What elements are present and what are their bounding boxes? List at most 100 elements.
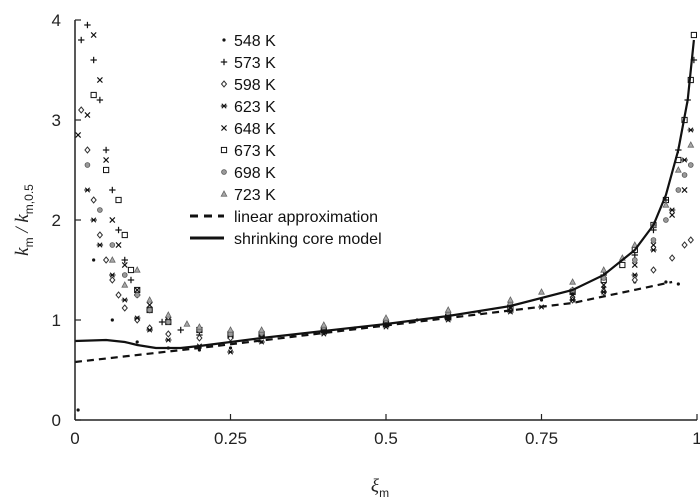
legend-marker — [221, 169, 227, 175]
data-point — [121, 272, 128, 278]
data-point — [121, 231, 128, 239]
data-point — [662, 201, 670, 208]
axes: 0 0.25 0.5 0.75 1 0 1 2 3 4 — [52, 11, 700, 448]
data-point — [674, 166, 682, 173]
data-point — [569, 278, 577, 285]
x-tick-label: 0.25 — [214, 429, 247, 448]
data-point — [183, 320, 191, 327]
legend-item: 548 K — [222, 33, 276, 50]
legend: 548 K 573 K 598 K 623 K 648 K 673 K 698 K 723 K… — [190, 33, 382, 248]
data-point — [115, 291, 122, 299]
data-point — [631, 257, 638, 263]
data-point — [78, 106, 85, 114]
data-point — [84, 146, 91, 154]
data-point — [134, 292, 140, 298]
data-point — [121, 297, 128, 303]
data-point — [90, 196, 97, 204]
data-point — [681, 157, 688, 163]
data-point — [135, 340, 139, 344]
data-point — [158, 318, 166, 326]
data-point — [382, 314, 390, 321]
x-tick-label: 1 — [692, 429, 700, 448]
data-point — [690, 31, 697, 39]
x-tick-label: 0.75 — [525, 429, 558, 448]
x-tick-label: 0.5 — [374, 429, 398, 448]
data-point — [109, 217, 116, 223]
data-point — [97, 207, 103, 213]
data-point — [108, 256, 116, 263]
data-point — [676, 282, 680, 286]
data-point — [115, 226, 122, 234]
data-point — [228, 346, 233, 350]
legend-label: 573 K — [234, 55, 276, 72]
data-point — [90, 91, 97, 99]
data-point — [320, 321, 328, 328]
data-point — [84, 21, 91, 29]
x-tick-label: 0 — [70, 429, 79, 448]
data-point — [78, 36, 85, 44]
data-point — [569, 297, 576, 303]
data-point — [669, 212, 676, 218]
data-point — [127, 266, 135, 274]
data-point — [121, 304, 128, 312]
data-point — [600, 289, 607, 295]
data-point — [76, 408, 80, 412]
legend-label: shrinking core model — [234, 231, 382, 248]
data-point — [177, 326, 184, 334]
legend-item: 623 K — [220, 99, 276, 116]
legend-marker — [220, 80, 228, 88]
legend-label: linear approximation — [234, 209, 378, 226]
x-axis-label: ξm — [371, 476, 389, 500]
data-point — [668, 207, 676, 213]
data-point — [650, 247, 657, 253]
data-point — [133, 266, 141, 273]
data-point — [165, 330, 172, 338]
legend-label: 598 K — [234, 77, 276, 94]
data-point — [664, 280, 668, 284]
data-point — [227, 326, 234, 333]
legend-label: 648 K — [234, 121, 276, 138]
legend-marker — [220, 146, 228, 154]
data-point — [681, 241, 688, 249]
legend-item: 598 K — [220, 77, 276, 94]
data-point — [687, 141, 695, 148]
data-point — [133, 315, 141, 321]
data-point — [146, 302, 153, 308]
data-point — [146, 327, 153, 333]
data-point — [102, 146, 110, 154]
data-point — [195, 323, 203, 330]
data-point — [109, 242, 116, 248]
legend-label: 623 K — [234, 99, 276, 116]
data-point — [109, 186, 116, 194]
data-point — [115, 242, 122, 248]
data-point — [650, 237, 657, 243]
data-point — [134, 287, 141, 293]
data-point — [444, 306, 452, 313]
data-point — [102, 256, 110, 264]
legend-marker — [220, 190, 228, 197]
data-point — [631, 262, 638, 268]
data-point — [92, 258, 96, 262]
legend-marker — [220, 103, 228, 109]
y-axis-label: km / km,0.5 — [12, 184, 36, 256]
data-point — [121, 256, 128, 264]
data-point — [165, 337, 172, 343]
data-point — [650, 266, 657, 274]
legend-label: 698 K — [234, 165, 276, 182]
data-point — [96, 231, 104, 239]
data-point — [600, 282, 607, 288]
data-point — [109, 272, 116, 278]
data-point — [687, 236, 694, 244]
data-point — [90, 32, 97, 38]
data-point — [115, 196, 122, 204]
data-point — [84, 162, 91, 168]
y-tick-label: 0 — [52, 411, 61, 430]
legend-marker — [222, 38, 226, 42]
legend-item: 573 K — [220, 55, 276, 72]
data-point — [121, 262, 128, 268]
data-point — [687, 162, 694, 168]
data-point — [90, 56, 97, 64]
legend-marker — [220, 58, 228, 66]
series-line-8 — [74, 280, 673, 364]
